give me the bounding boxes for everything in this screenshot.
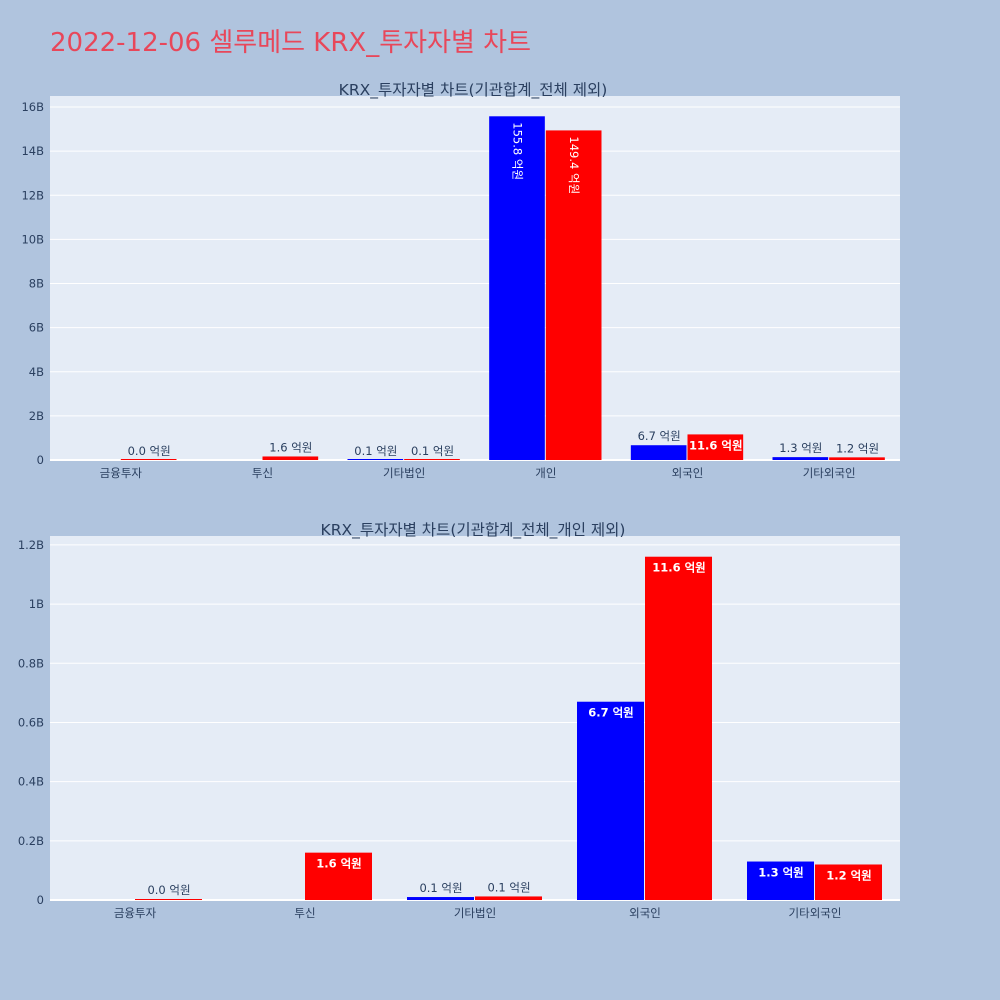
bottom-y-tick-label: 0 (37, 893, 44, 907)
top-data-label: 11.6 억원 (689, 438, 743, 452)
bottom-bar-series-1 (747, 861, 814, 900)
top-data-label: 1.6 억원 (269, 440, 312, 454)
top-data-label: 1.3 억원 (779, 441, 822, 455)
bottom-x-tick-label: 기타법인 (454, 906, 496, 920)
top-bar-series-1 (630, 445, 687, 460)
bottom-data-label: 1.6 억원 (316, 857, 362, 871)
bottom-bar-series-2 (475, 896, 542, 900)
top-data-label: 0.0 억원 (128, 444, 171, 458)
top-y-tick-label: 8B (29, 277, 44, 291)
bottom-bar-series-1 (407, 897, 474, 900)
bottom-chart-title: KRX_투자자별 차트(기관합계_전체_개인 제외) (321, 521, 626, 540)
bottom-x-tick-label: 투신 (294, 906, 315, 920)
top-y-tick-label: 16B (21, 100, 44, 114)
top-bar-series-1 (772, 457, 829, 460)
bottom-y-tick-label: 0.6B (18, 715, 44, 729)
top-bar-series-2 (404, 459, 460, 460)
bottom-bar-series-1 (577, 701, 644, 900)
bottom-bar-series-2 (135, 899, 202, 900)
top-x-tick-label: 개인 (535, 466, 556, 480)
bottom-y-tick-label: 0.2B (18, 834, 44, 848)
bottom-x-tick-label: 금융투자 (114, 906, 157, 920)
bottom-bar-series-2 (645, 556, 712, 900)
top-x-tick-label: 외국인 (672, 466, 704, 480)
top-y-tick-label: 0 (37, 453, 44, 467)
top-bar-series-2 (545, 130, 602, 460)
top-x-tick-label: 기타외국인 (803, 466, 856, 480)
bottom-data-label: 6.7 억원 (588, 706, 634, 720)
bottom-bar-series-2 (815, 864, 882, 900)
bottom-data-label: 1.2 억원 (826, 868, 872, 882)
top-bar-series-2 (687, 434, 744, 460)
top-bar-series-1 (347, 459, 404, 460)
bottom-y-tick-label: 0.4B (18, 775, 44, 789)
top-y-tick-label: 10B (21, 232, 44, 246)
top-data-label: 155.8 억원 (511, 122, 525, 180)
top-bar-series-2 (262, 456, 319, 460)
bottom-x-tick-label: 외국인 (629, 906, 661, 920)
top-x-tick-label: 금융투자 (100, 466, 143, 480)
top-chart-title: KRX_투자자별 차트(기관합계_전체 제외) (339, 81, 608, 100)
top-y-tick-label: 6B (29, 321, 44, 335)
top-plot-area (50, 96, 900, 460)
page-title: 2022-12-06 셀루메드 KRX_투자자별 차트 (50, 28, 532, 58)
top-y-tick-label: 2B (29, 409, 44, 423)
bottom-data-label: 0.1 억원 (487, 880, 530, 894)
top-data-label: 149.4 억원 (567, 136, 581, 194)
top-y-tick-label: 14B (21, 144, 44, 158)
bottom-x-tick-label: 기타외국인 (789, 906, 842, 920)
bottom-data-label: 0.0 억원 (147, 883, 190, 897)
top-data-label: 0.1 억원 (354, 444, 397, 458)
top-y-tick-label: 12B (21, 188, 44, 202)
top-x-tick-label: 기타법인 (383, 466, 425, 480)
bottom-y-tick-label: 1B (29, 597, 44, 611)
top-bar-series-2 (120, 459, 177, 460)
bottom-y-tick-label: 1.2B (18, 538, 44, 552)
bottom-plot-area (50, 536, 900, 900)
top-x-tick-label: 투신 (252, 466, 273, 480)
bottom-bar-series-2 (305, 852, 372, 900)
top-bar-series-2 (829, 457, 885, 460)
bottom-data-label: 11.6 억원 (652, 561, 706, 575)
top-data-label: 0.1 억원 (411, 444, 454, 458)
top-data-label: 1.2 억원 (836, 441, 879, 455)
bottom-data-label: 1.3 억원 (758, 866, 804, 880)
bottom-data-label: 0.1 억원 (419, 881, 462, 895)
bottom-y-tick-label: 0.8B (18, 656, 44, 670)
top-y-tick-label: 4B (29, 365, 44, 379)
top-bar-series-1 (489, 116, 545, 460)
top-data-label: 6.7 억원 (638, 429, 681, 443)
